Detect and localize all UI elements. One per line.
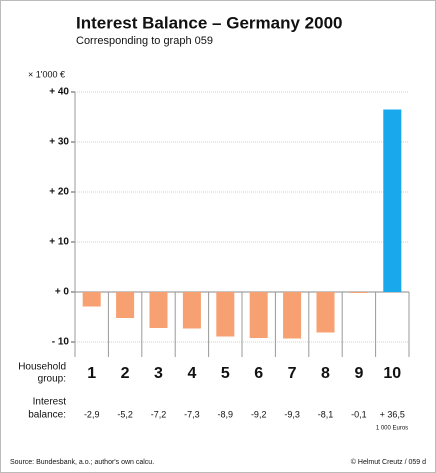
value-label: -8,9	[218, 409, 234, 419]
x-tick-label: 8	[321, 365, 330, 382]
bar	[82, 292, 101, 307]
value-label: -5,2	[117, 409, 133, 419]
value-unit: 1 000 Euros	[376, 426, 408, 432]
y-tick-label: + 10	[49, 237, 69, 248]
value-label: + 36,5	[380, 409, 405, 419]
bar	[349, 292, 368, 293]
y-tick-label: - 10	[52, 337, 70, 348]
chart-subtitle: Corresponding to graph 059	[76, 35, 213, 47]
y-tick-label: + 0	[55, 287, 70, 298]
x-label: Household	[18, 362, 66, 373]
bar	[149, 292, 168, 328]
x-tick-label: 7	[288, 365, 297, 382]
y-unit: × 1'000 €	[28, 69, 65, 79]
value-label: -7,3	[184, 409, 200, 419]
x-tick-label: 10	[383, 365, 401, 382]
x-tick-label: 4	[187, 365, 196, 382]
chart-title: Interest Balance – Germany 2000	[76, 13, 342, 32]
value-label: -8,1	[318, 409, 334, 419]
value-label: -7,2	[151, 409, 167, 419]
value-label: -0,1	[351, 409, 367, 419]
bar	[216, 292, 235, 337]
x-tick-label: 1	[87, 365, 96, 382]
bar	[283, 292, 302, 339]
x-tick-label: 3	[154, 365, 163, 382]
credit: © Helmut Creutz / 059 d	[351, 458, 426, 466]
bar	[116, 292, 135, 318]
value-row-label: Interest	[33, 397, 67, 408]
y-tick-label: + 20	[49, 187, 69, 198]
x-tick-label: 6	[254, 365, 263, 382]
x-tick-label: 9	[354, 365, 363, 382]
bar	[182, 292, 201, 329]
bar	[249, 292, 268, 338]
bar	[316, 292, 335, 333]
source: Source: Bundesbank, a.o.; author's own c…	[10, 459, 154, 466]
x-label: group:	[38, 374, 66, 385]
value-label: -9,3	[284, 409, 300, 419]
x-tick-label: 2	[121, 365, 130, 382]
bar	[383, 109, 402, 292]
value-row-label: balance:	[28, 410, 66, 421]
y-tick-label: + 30	[49, 137, 69, 148]
y-tick-label: + 40	[49, 87, 69, 98]
x-tick-label: 5	[221, 365, 230, 382]
value-label: -9,2	[251, 409, 267, 419]
value-label: -2,9	[84, 409, 100, 419]
